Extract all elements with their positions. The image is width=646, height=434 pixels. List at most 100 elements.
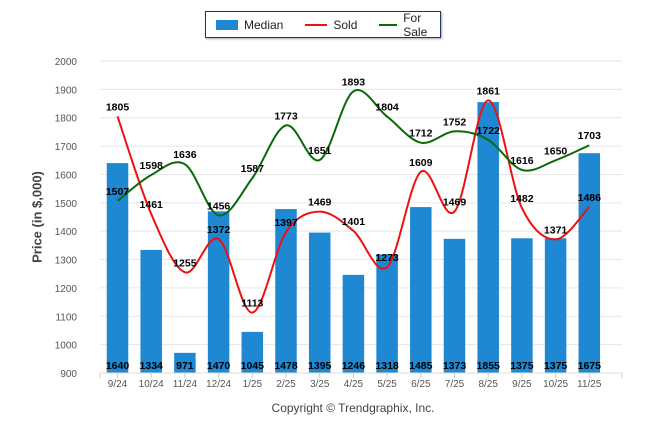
legend: Median Sold For Sale [205, 11, 441, 39]
median-bar [140, 249, 162, 373]
y-tick-label: 1200 [55, 284, 78, 295]
median-bar [376, 254, 398, 373]
for-sale-value-label: 1703 [578, 130, 602, 142]
y-tick-label: 1100 [55, 312, 77, 323]
sold-value-label: 1482 [510, 193, 534, 205]
median-value-label: 1485 [409, 360, 433, 372]
sold-value-label: 1609 [409, 157, 433, 169]
median-bar [275, 209, 297, 373]
median-bar [342, 274, 365, 373]
median-bar [544, 238, 567, 373]
median-value-label: 1246 [342, 360, 366, 372]
median-bar [410, 207, 432, 373]
y-axis-ticks: 900 1000 1100 1200 1300 1400 1500 1600 1700 1800 1… [55, 57, 78, 380]
x-tick-label: 11/25 [577, 379, 602, 390]
sold-value-label: 1255 [173, 257, 197, 269]
for-sale-value-label: 1712 [409, 128, 433, 140]
median-bar [106, 163, 129, 373]
x-tick-label: 1/25 [243, 379, 263, 390]
for-sale-value-label: 1616 [510, 155, 534, 167]
median-value-label: 1640 [106, 360, 130, 372]
legend-label: Sold [333, 17, 358, 32]
legend-label: Median [244, 17, 284, 32]
x-tick-label: 10/24 [139, 379, 164, 390]
y-axis-title: Price (in $,000) [29, 171, 45, 263]
median-value-label: 1334 [140, 360, 164, 372]
x-tick-label: 2/25 [276, 379, 296, 390]
x-tick-label: 10/25 [543, 379, 568, 390]
median-bar [443, 238, 466, 373]
y-tick-label: 1800 [55, 114, 78, 125]
for-sale-value-label: 1636 [173, 149, 197, 161]
for-sale-value-label: 1752 [443, 116, 467, 128]
median-value-label: 1375 [544, 360, 568, 372]
x-tick-label: 9/25 [512, 379, 532, 390]
sold-value-label: 1372 [207, 224, 231, 236]
y-tick-label: 900 [60, 369, 77, 380]
sold-value-label: 1371 [544, 224, 568, 236]
copyright-text: Copyright © Trendgraphix, Inc. [271, 401, 435, 415]
median-value-label: 1478 [274, 360, 298, 372]
x-tick-label: 6/25 [411, 379, 431, 390]
for-sale-value-label: 1456 [207, 200, 231, 212]
median-value-label: 1855 [477, 360, 501, 372]
data-labels: 1640 1334 971 1470 1045 1478 1395 1246 1318 1485 1… [106, 76, 601, 372]
for-sale-value-label: 1804 [375, 102, 399, 114]
median-bar [207, 211, 230, 373]
sold-value-label: 1486 [578, 192, 602, 204]
sold-value-label: 1805 [106, 101, 130, 113]
median-value-label: 1373 [443, 360, 467, 372]
for-sale-value-label: 1773 [274, 110, 298, 122]
y-tick-label: 1000 [55, 341, 78, 352]
x-tick-label: 3/25 [310, 379, 330, 390]
median-value-label: 1395 [308, 360, 332, 372]
sold-value-label: 1397 [274, 217, 298, 229]
for-sale-value-label: 1722 [477, 125, 501, 137]
median-value-label: 1318 [375, 360, 399, 372]
x-tick-label: 9/24 [108, 379, 128, 390]
median-value-label: 1470 [207, 360, 231, 372]
median-bar [308, 232, 331, 373]
median-value-label: 1045 [241, 360, 265, 372]
x-tick-label: 12/24 [206, 379, 231, 390]
sold-value-label: 1273 [375, 252, 399, 264]
y-tick-label: 2000 [55, 57, 78, 68]
for-sale-value-label: 1651 [308, 145, 332, 157]
for-sale-swatch-icon [379, 23, 398, 26]
legend-item-median[interactable]: Median [216, 18, 283, 32]
for-sale-value-label: 1507 [106, 186, 130, 198]
x-tick-label: 8/25 [478, 379, 498, 390]
y-tick-label: 1400 [55, 227, 78, 238]
for-sale-value-label: 1650 [544, 145, 568, 157]
series-lines [116, 89, 591, 314]
sold-value-label: 1861 [477, 85, 501, 97]
x-tick-label: 4/25 [344, 379, 364, 390]
for-sale-line [116, 89, 590, 217]
sold-value-label: 1469 [308, 197, 332, 209]
for-sale-value-label: 1893 [342, 76, 366, 88]
median-value-label: 971 [176, 360, 194, 372]
y-tick-label: 1500 [55, 199, 78, 210]
median-bar [174, 352, 196, 373]
median-value-label: 1675 [578, 360, 602, 372]
gridlines [100, 60, 622, 374]
median-bar [241, 331, 264, 373]
for-sale-value-label: 1598 [140, 160, 164, 172]
for-sale-value-label: 1587 [241, 163, 265, 175]
legend-item-for-sale[interactable]: For Sale [379, 11, 440, 39]
y-tick-label: 1900 [55, 85, 78, 96]
sold-value-label: 1469 [443, 197, 467, 209]
x-tick-label: 7/25 [445, 379, 465, 390]
sold-swatch-icon [305, 23, 328, 26]
y-tick-label: 1700 [55, 142, 78, 153]
sold-line [116, 99, 591, 314]
y-tick-label: 1300 [55, 256, 78, 267]
sold-value-label: 1461 [140, 199, 164, 211]
median-value-label: 1375 [510, 360, 534, 372]
median-bar [511, 238, 533, 373]
median-bars [106, 102, 601, 374]
median-bar [477, 102, 499, 374]
legend-item-sold[interactable]: Sold [305, 18, 357, 32]
median-bar [578, 153, 601, 373]
